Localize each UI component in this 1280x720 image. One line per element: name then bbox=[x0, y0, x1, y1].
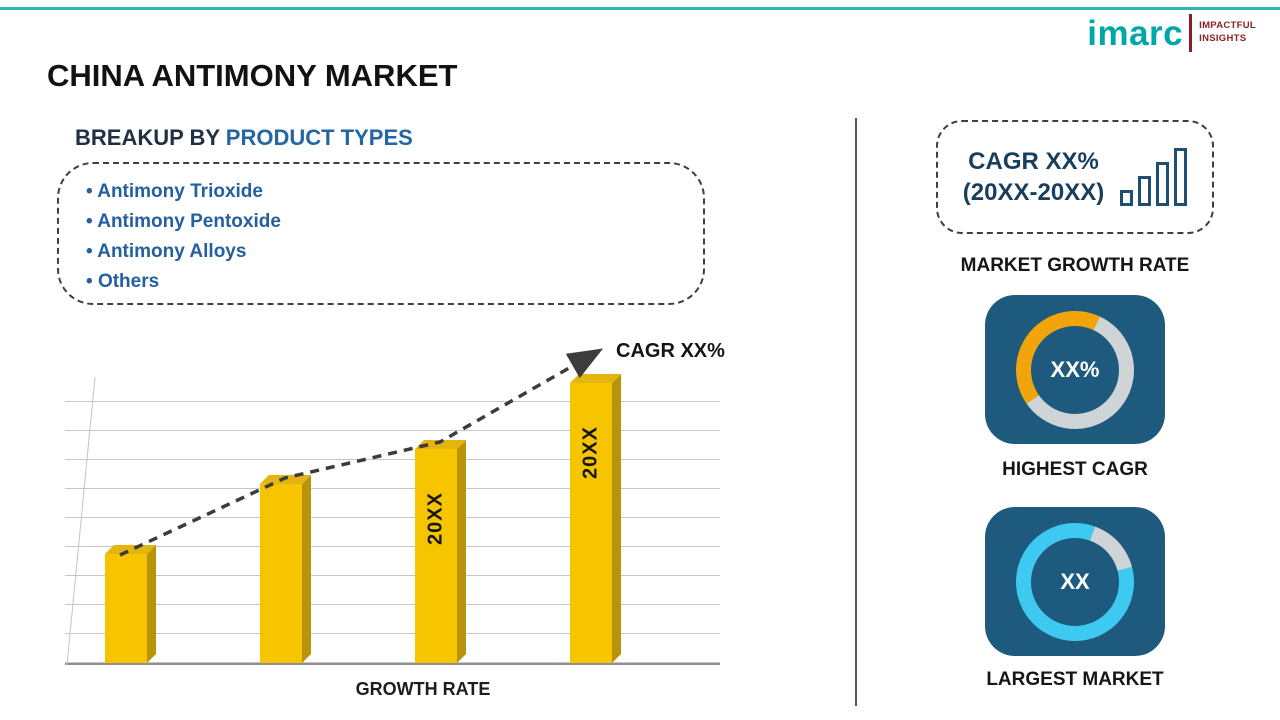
top-accent-line bbox=[0, 7, 1280, 10]
logo-tagline-line1: IMPACTFUL bbox=[1199, 20, 1256, 32]
highest-cagr-value: XX% bbox=[1050, 356, 1100, 382]
trend-cagr-label: CAGR XX% bbox=[616, 340, 725, 362]
product-types-list: Antimony Trioxide Antimony Pentoxide Ant… bbox=[59, 164, 703, 297]
cagr-card-line1: CAGR XX% bbox=[968, 147, 1099, 175]
bar-icon-bar bbox=[1120, 190, 1134, 206]
imarc-logo: imarc IMPACTFUL INSIGHTS bbox=[1087, 14, 1256, 52]
page-title: CHINA ANTIMONY MARKET bbox=[47, 58, 458, 93]
cagr-card-text: CAGR XX% (20XX-20XX) bbox=[963, 146, 1104, 208]
bar-4: 20XX bbox=[570, 374, 663, 663]
product-type-item: Antimony Trioxide bbox=[86, 177, 703, 207]
breakup-heading: BREAKUP BY PRODUCT TYPES bbox=[75, 125, 413, 151]
imarc-logo-wordmark: imarc bbox=[1087, 13, 1184, 53]
product-type-item: Antimony Pentoxide bbox=[86, 207, 703, 237]
trend-arrow bbox=[66, 348, 604, 666]
bar-3: 20XX bbox=[415, 440, 508, 663]
product-type-item: Others bbox=[86, 267, 703, 297]
logo-tagline: IMPACTFUL INSIGHTS bbox=[1199, 20, 1256, 46]
bar-2 bbox=[260, 475, 353, 663]
bar-1 bbox=[105, 545, 198, 663]
vertical-divider bbox=[855, 118, 857, 706]
bar-icon-bar bbox=[1138, 176, 1152, 206]
breakup-heading-highlight: PRODUCT TYPES bbox=[225, 125, 413, 150]
breakup-heading-prefix: BREAKUP BY bbox=[75, 125, 226, 150]
bar-chart-icon bbox=[1120, 148, 1188, 206]
highest-cagr-label: HIGHEST CAGR bbox=[1002, 459, 1148, 480]
product-type-item: Antimony Alloys bbox=[86, 237, 703, 267]
product-types-box: Antimony Trioxide Antimony Pentoxide Ant… bbox=[57, 162, 705, 305]
grid-perspective-line bbox=[66, 376, 96, 666]
largest-market-value: XX bbox=[1060, 568, 1090, 594]
x-axis-label: GROWTH RATE bbox=[355, 679, 491, 699]
cagr-card-line2: (20XX-20XX) bbox=[962, 179, 1105, 206]
logo-tagline-line2: INSIGHTS bbox=[1199, 33, 1247, 44]
largest-market-card: XX bbox=[985, 507, 1165, 656]
bar-chart-plot: 20XX 20XX bbox=[65, 374, 720, 665]
market-growth-rate-label: MARKET GROWTH RATE bbox=[960, 255, 1190, 276]
trend-dashed-line bbox=[119, 348, 604, 557]
highest-cagr-card: XX% bbox=[985, 295, 1165, 444]
cagr-card: CAGR XX% (20XX-20XX) bbox=[936, 120, 1214, 234]
largest-market-donut-chart: XX bbox=[1016, 522, 1134, 641]
highest-cagr-donut-chart: XX% bbox=[1016, 310, 1134, 429]
largest-market-label: LARGEST MARKET bbox=[986, 669, 1164, 690]
bar-icon-bar bbox=[1156, 162, 1170, 206]
logo-divider bbox=[1189, 14, 1193, 52]
bar-icon-bar bbox=[1174, 148, 1188, 206]
